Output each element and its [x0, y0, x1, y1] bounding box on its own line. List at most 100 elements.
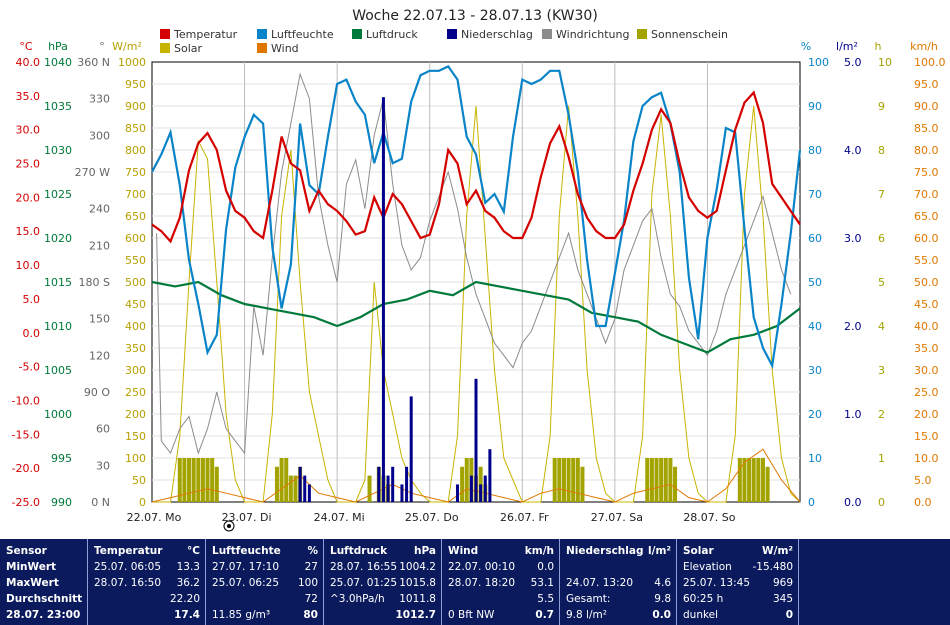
- stats-row: 24.07. 13:20 4.6: [566, 575, 671, 591]
- stats-label: Elevation: [683, 561, 732, 573]
- axis-2-tick: 330: [89, 93, 110, 106]
- stats-col-2: Luftfeuchte% 27.07. 17:10 27 25.07. 06:25 10…: [206, 539, 324, 625]
- axis-7-tick: 55.0: [914, 254, 939, 267]
- axis-0-tick: 30.0: [16, 124, 41, 137]
- stats-label: 11.85 g/m³: [212, 609, 271, 621]
- axis-6-tick: 4: [878, 320, 885, 333]
- sonnenschein-bar: [649, 458, 654, 502]
- sonnenschein-bar: [196, 458, 201, 502]
- stats-value: 0.7: [535, 609, 554, 621]
- stats-row: 27.07. 17:10 27: [212, 559, 318, 575]
- stats-col-unit: hPa: [414, 545, 436, 557]
- x-axis-labels: 22.07. Mo 23.07. Di 24.07. Mi 25.07. Do 26.0…: [127, 511, 736, 524]
- legend-swatch-6: [160, 43, 170, 53]
- sonnenschein-bar: [293, 475, 298, 502]
- stats-row: Gesamt: 9.8: [566, 591, 671, 607]
- legend-swatch-7: [257, 43, 267, 53]
- niederschlag-bar: [400, 484, 404, 502]
- axis-4-tick: 90: [808, 100, 822, 113]
- stats-label: ^3.0hPa/h: [330, 593, 385, 605]
- sonnenschein-bar: [575, 458, 580, 502]
- temperatur-line: [151, 90, 801, 244]
- axis-7-tick: 85.0: [914, 122, 939, 135]
- axis-2-tick: 0 N: [91, 496, 110, 509]
- stats-row: 25.07. 06:05 13.3: [94, 559, 200, 575]
- niederschlag-bar: [483, 475, 487, 502]
- axis-0-tick: 15.0: [16, 225, 41, 238]
- axis-4-tick: 10: [808, 452, 822, 465]
- stats-col-1: Temperatur °C 25.07. 06:05 13.3 28.07. 16:50…: [88, 539, 206, 625]
- stats-value: 969: [772, 577, 793, 589]
- stats-row: 11.85 g/m³ 80: [212, 607, 318, 623]
- stats-col-title: Niederschlag: [566, 545, 644, 557]
- axis-7-tick: 80.0: [914, 144, 939, 157]
- axis-7-tick: 60.0: [914, 232, 939, 245]
- stats-col-5: Niederschlag l/m² 24.07. 13:20 4.6 Gesamt: 9.…: [560, 539, 677, 625]
- niederschlag-bar: [405, 466, 409, 502]
- stats-col-3: Luftdruck hPa 28.07. 16:55 1004.2 25.07. 01:…: [324, 539, 442, 625]
- axis-4-tick: 100: [808, 56, 829, 69]
- axis-1-tick: 995: [51, 452, 72, 465]
- axis-3-tick: 950: [125, 78, 146, 91]
- stats-label: Durchschnitt: [6, 593, 83, 605]
- stats-row: 22.07. 00:10 0.0: [448, 559, 554, 575]
- stats-col-title: Luftfeuchte: [212, 545, 281, 557]
- axis-2-tick: 60: [96, 423, 110, 436]
- stats-value: 27: [304, 561, 318, 573]
- stats-row: MinWert: [6, 559, 82, 575]
- axis-6-tick: 6: [878, 232, 885, 245]
- nav-icon[interactable]: [223, 520, 235, 532]
- stats-col-6: Solar W/m² Elevation -15.480 25.07. 13:45 969…: [677, 539, 799, 625]
- niederschlag-bar: [381, 97, 385, 502]
- stats-col-unit: %: [307, 545, 318, 557]
- stats-row: 5.5: [448, 591, 554, 607]
- axis-6-tick: 2: [878, 408, 885, 421]
- axis-5-tick: 1.0: [844, 408, 862, 421]
- stats-col-header: Temperatur °C: [94, 543, 200, 559]
- axis-3-tick: 650: [125, 210, 146, 223]
- axis-1-tick: 1025: [44, 188, 72, 201]
- stats-label: dunkel: [683, 609, 719, 621]
- axis-1-tick: 1005: [44, 364, 72, 377]
- stats-value: 22.20: [169, 593, 200, 605]
- axis-4-tick: 80: [808, 144, 822, 157]
- axis-0-tick: 5.0: [23, 293, 41, 306]
- stats-row: 1012.7: [330, 607, 436, 623]
- niederschlag-bar: [488, 449, 492, 502]
- axis-4-tick: 60: [808, 232, 822, 245]
- axis-1-tick: 1040: [44, 56, 72, 69]
- sonnenschein-bar: [288, 475, 293, 502]
- axis-1-tick: 1035: [44, 100, 72, 113]
- sonnenschein-bar: [367, 475, 372, 502]
- axis-unit-6: h: [875, 40, 882, 53]
- stats-col-0: Sensor MinWert MaxWert Durchschnitt 28.07. 2…: [0, 539, 88, 625]
- axis-3-tick: 350: [125, 342, 146, 355]
- stats-row: [566, 559, 671, 575]
- axis-2-tick: 240: [89, 203, 110, 216]
- sonnenschein-bar: [654, 458, 659, 502]
- stats-value: 1011.8: [399, 593, 436, 605]
- axis-6-tick: 5: [878, 276, 885, 289]
- axis-3-tick: 700: [125, 188, 146, 201]
- chart-title: Woche 22.07.13 - 28.07.13 (KW30): [352, 8, 598, 24]
- sonnenschein-bar: [274, 466, 279, 502]
- axis-3-tick: 250: [125, 386, 146, 399]
- stats-row: 17.4: [94, 607, 200, 623]
- axis-3-tick: 100: [125, 452, 146, 465]
- axis-7-tick: 15.0: [914, 430, 939, 443]
- stats-label: MinWert: [6, 561, 57, 573]
- axis-1-tick: 990: [51, 496, 72, 509]
- axis-7-tick: 0.0: [914, 496, 932, 509]
- stats-label: 9.8 l/m²: [566, 609, 607, 621]
- stats-value: 4.6: [654, 577, 671, 589]
- stats-label: 28.07. 18:20: [448, 577, 515, 589]
- stats-value: -15.480: [752, 561, 793, 573]
- stats-label: 28.07. 23:00: [6, 609, 81, 621]
- axis-4-tick: 30: [808, 364, 822, 377]
- sonnenschein-bar: [663, 458, 668, 502]
- stats-row: 22.20: [94, 591, 200, 607]
- axis-3-tick: 50: [132, 474, 146, 487]
- stats-label: 25.07. 01:25: [330, 577, 397, 589]
- sonnenschein-bar: [284, 458, 289, 502]
- axis-5-tick: 3.0: [844, 232, 862, 245]
